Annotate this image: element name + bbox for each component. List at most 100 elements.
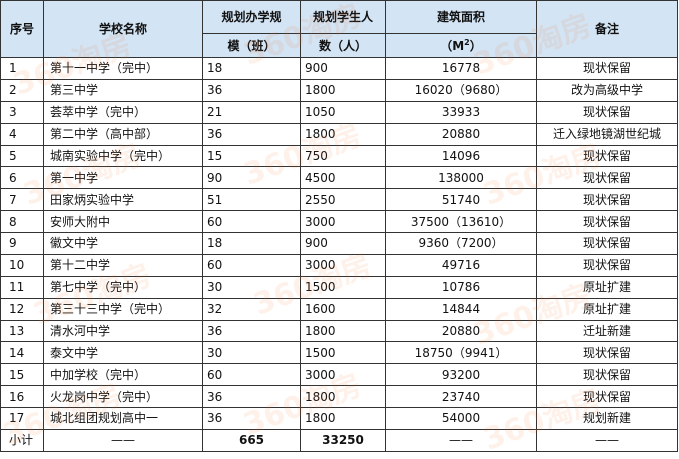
area-cell: 51740 xyxy=(385,188,537,212)
school-name-cell: 第十二中学 xyxy=(43,253,203,277)
note-cell: 现状保留 xyxy=(536,166,678,190)
students-cell: 1800 xyxy=(300,122,386,146)
header-no: 序号 xyxy=(0,0,44,58)
header-note: 备注 xyxy=(536,0,678,58)
area-cell: 37500（13610） xyxy=(385,210,537,233)
note-cell: 规划新建 xyxy=(536,407,678,430)
row-no-cell: 4 xyxy=(0,122,44,146)
row-no-cell: 5 xyxy=(0,144,44,168)
table-row: 14 泰文中学 30 1500 18750（9941） 现状保留 xyxy=(0,341,678,365)
school-name-cell: 徽文中学 xyxy=(43,232,203,255)
table-row: 6 第一中学 90 4500 138000 现状保留 xyxy=(0,166,678,190)
subtotal-row: 小计 —— 665 33250 —— —— xyxy=(0,428,678,453)
capacity-cell: 30 xyxy=(202,341,301,365)
row-no-cell: 7 xyxy=(0,188,44,212)
capacity-cell: 32 xyxy=(202,297,301,321)
students-cell: 900 xyxy=(300,57,386,80)
school-name-cell: 中加学校（完中） xyxy=(43,363,203,387)
area-cell: 33933 xyxy=(385,100,537,124)
capacity-cell: 36 xyxy=(202,319,301,343)
note-cell: 现状保留 xyxy=(536,232,678,255)
table-body: 1 第十一中学（完中） 18 900 16778 现状保留 2 第三中学 36 1800 16020… xyxy=(0,57,678,453)
table-row: 15 中加学校（完中） 60 3000 93200 现状保留 xyxy=(0,363,678,387)
note-cell: 迁址新建 xyxy=(536,319,678,343)
row-no-cell: 15 xyxy=(0,363,44,387)
students-cell: 1800 xyxy=(300,319,386,343)
row-no-cell: 14 xyxy=(0,341,44,365)
row-no-cell: 3 xyxy=(0,100,44,124)
row-no-cell: 11 xyxy=(0,275,44,299)
header-row-1: 序号 学校名称 规划办学规 规划学生人 建筑面积 备注 xyxy=(0,0,678,58)
subtotal-capacity: 665 xyxy=(202,428,301,453)
area-cell: 93200 xyxy=(385,363,537,387)
note-cell: 现状保留 xyxy=(536,144,678,168)
area-cell: 138000 xyxy=(385,166,537,190)
area-cell: 10786 xyxy=(385,275,537,299)
row-no-cell: 13 xyxy=(0,319,44,343)
capacity-cell: 18 xyxy=(202,232,301,255)
school-name-cell: 清水河中学 xyxy=(43,319,203,343)
table-row: 1 第十一中学（完中） 18 900 16778 现状保留 xyxy=(0,57,678,80)
students-cell: 1500 xyxy=(300,341,386,365)
students-cell: 900 xyxy=(300,232,386,255)
header-area-line1: 建筑面积 xyxy=(385,0,537,34)
school-name-cell: 第二中学（高中部） xyxy=(43,122,203,146)
students-cell: 1800 xyxy=(300,78,386,102)
note-cell: 原址扩建 xyxy=(536,297,678,321)
students-cell: 3000 xyxy=(300,363,386,387)
row-no-cell: 17 xyxy=(0,407,44,430)
school-name-cell: 第三十三中学（完中） xyxy=(43,297,203,321)
area-cell: 9360（7200） xyxy=(385,232,537,255)
row-no-cell: 8 xyxy=(0,210,44,233)
area-cell: 49716 xyxy=(385,253,537,277)
row-no-cell: 1 xyxy=(0,57,44,80)
area-cell: 23740 xyxy=(385,385,537,408)
table-row: 7 田家炳实验中学 51 2550 51740 现状保留 xyxy=(0,188,678,212)
students-cell: 1600 xyxy=(300,297,386,321)
capacity-cell: 60 xyxy=(202,210,301,233)
table-row: 17 城北组团规划高中一 36 1800 54000 规划新建 xyxy=(0,407,678,430)
table-row: 2 第三中学 36 1800 16020（9680） 改为高级中学 xyxy=(0,78,678,102)
row-no-cell: 12 xyxy=(0,297,44,321)
capacity-cell: 36 xyxy=(202,78,301,102)
header-capacity-line1: 规划办学规 xyxy=(202,0,301,34)
note-cell: 现状保留 xyxy=(536,100,678,124)
note-cell: 现状保留 xyxy=(536,253,678,277)
note-cell: 现状保留 xyxy=(536,385,678,408)
capacity-cell: 60 xyxy=(202,363,301,387)
capacity-cell: 60 xyxy=(202,253,301,277)
area-cell: 20880 xyxy=(385,319,537,343)
header-name: 学校名称 xyxy=(43,0,203,58)
note-cell: 原址扩建 xyxy=(536,275,678,299)
area-cell: 14844 xyxy=(385,297,537,321)
students-cell: 3000 xyxy=(300,253,386,277)
row-no-cell: 10 xyxy=(0,253,44,277)
subtotal-label: 小计 xyxy=(0,428,44,453)
note-cell: 改为高级中学 xyxy=(536,78,678,102)
capacity-cell: 36 xyxy=(202,385,301,408)
students-cell: 1800 xyxy=(300,407,386,430)
capacity-cell: 51 xyxy=(202,188,301,212)
note-cell: 现状保留 xyxy=(536,188,678,212)
header-students-line1: 规划学生人 xyxy=(300,0,386,34)
school-name-cell: 火龙岗中学（完中） xyxy=(43,385,203,408)
school-name-cell: 第十一中学（完中） xyxy=(43,57,203,80)
table-row: 4 第二中学（高中部） 36 1800 20880 迁入绿地镜湖世纪城 xyxy=(0,122,678,146)
area-cell: 20880 xyxy=(385,122,537,146)
school-name-cell: 安师大附中 xyxy=(43,210,203,233)
school-name-cell: 第一中学 xyxy=(43,166,203,190)
subtotal-name: —— xyxy=(43,428,203,453)
row-no-cell: 6 xyxy=(0,166,44,190)
row-no-cell: 9 xyxy=(0,232,44,255)
header-row-2: 模（班） 数（人） （M2） xyxy=(1,33,678,58)
students-cell: 1050 xyxy=(300,100,386,124)
area-cell: 16020（9680） xyxy=(385,78,537,102)
school-name-cell: 城北组团规划高中一 xyxy=(43,407,203,430)
students-cell: 1800 xyxy=(300,385,386,408)
capacity-cell: 18 xyxy=(202,57,301,80)
school-name-cell: 第七中学（完中） xyxy=(43,275,203,299)
area-cell: 14096 xyxy=(385,144,537,168)
table-row: 12 第三十三中学（完中） 32 1600 14844 原址扩建 xyxy=(0,297,678,321)
